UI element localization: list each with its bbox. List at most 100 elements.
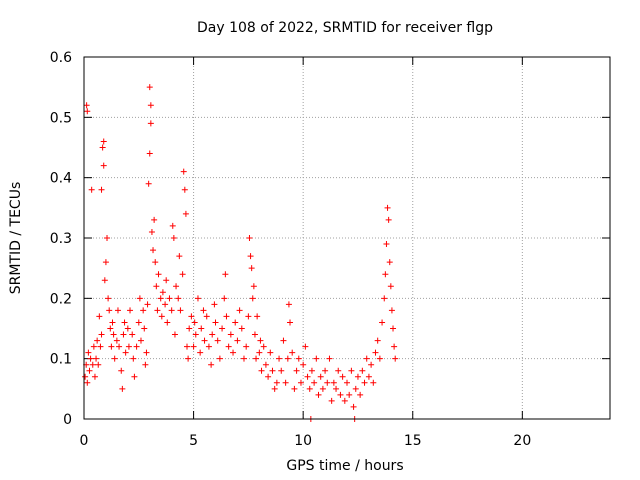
data-point xyxy=(350,403,357,410)
data-point xyxy=(171,331,178,338)
data-point xyxy=(328,397,335,404)
data-point xyxy=(203,313,210,320)
data-point xyxy=(184,343,191,350)
data-point xyxy=(322,367,329,374)
data-point xyxy=(173,283,180,290)
data-point xyxy=(110,331,117,338)
data-point xyxy=(141,325,148,332)
data-point xyxy=(219,325,226,332)
data-point xyxy=(146,150,153,157)
data-point xyxy=(114,307,121,314)
data-point xyxy=(291,385,298,392)
data-point xyxy=(352,385,359,392)
y-axis-label: SRMTID / TECUs xyxy=(8,182,24,295)
data-point xyxy=(142,361,149,368)
data-point xyxy=(88,186,95,193)
y-tick-label: 0.1 xyxy=(50,352,72,368)
data-point xyxy=(84,108,91,115)
data-point xyxy=(341,397,348,404)
data-point xyxy=(223,313,230,320)
data-point xyxy=(368,361,375,368)
data-point xyxy=(168,307,175,314)
data-point xyxy=(339,373,346,380)
data-point xyxy=(324,379,331,386)
data-point xyxy=(250,283,257,290)
x-axis-label: GPS time / hours xyxy=(286,458,403,474)
data-point xyxy=(337,391,344,398)
data-point xyxy=(91,373,98,380)
y-tick-label: 0 xyxy=(63,412,72,428)
data-point xyxy=(191,319,198,326)
data-point xyxy=(293,367,300,374)
data-point xyxy=(100,138,107,145)
data-point xyxy=(89,361,96,368)
data-point xyxy=(119,385,126,392)
data-point xyxy=(151,216,158,223)
data-points xyxy=(82,84,399,422)
data-point xyxy=(205,343,212,350)
data-point xyxy=(154,307,161,314)
data-point xyxy=(357,391,364,398)
data-point xyxy=(306,385,313,392)
data-point xyxy=(246,235,253,241)
data-point xyxy=(234,337,241,344)
data-point xyxy=(175,295,182,302)
data-point xyxy=(376,355,383,362)
data-point xyxy=(253,355,260,362)
data-point xyxy=(257,337,264,344)
data-point xyxy=(269,367,276,374)
data-point xyxy=(245,313,252,320)
data-point xyxy=(243,343,250,350)
data-point xyxy=(374,337,381,344)
data-point xyxy=(289,349,296,356)
data-point xyxy=(361,379,368,386)
data-point xyxy=(214,337,221,344)
data-point xyxy=(370,379,377,386)
data-point xyxy=(385,216,392,223)
data-point xyxy=(359,367,366,374)
data-point xyxy=(302,343,309,350)
data-point xyxy=(186,325,193,332)
x-tick-label: 10 xyxy=(294,433,312,449)
data-point xyxy=(297,379,304,386)
data-point xyxy=(386,259,393,266)
data-point xyxy=(121,319,128,326)
data-point xyxy=(278,367,285,374)
data-point xyxy=(164,319,171,326)
data-point xyxy=(113,337,120,344)
data-point xyxy=(300,361,307,368)
data-point xyxy=(152,259,159,266)
data-point xyxy=(381,295,388,302)
data-point xyxy=(282,379,289,386)
data-point xyxy=(94,337,101,344)
data-point xyxy=(135,319,142,326)
data-point xyxy=(166,295,173,302)
data-point xyxy=(131,373,138,380)
data-point xyxy=(155,271,162,278)
data-point xyxy=(84,379,91,386)
data-point xyxy=(390,325,397,332)
data-point xyxy=(179,271,186,278)
data-point xyxy=(382,271,389,278)
axis-ticks: 0 0.1 0.2 0.3 0.4 0.5 0.6 0 5 10 15 20 xyxy=(50,50,610,449)
data-point xyxy=(383,241,390,248)
data-point xyxy=(222,271,229,278)
data-point xyxy=(147,102,154,109)
data-point xyxy=(182,210,189,217)
data-point xyxy=(82,373,89,380)
data-point xyxy=(98,331,105,338)
data-point xyxy=(276,355,283,362)
data-point xyxy=(348,367,355,374)
x-tick-label: 0 xyxy=(80,433,89,449)
data-point xyxy=(124,325,131,332)
data-point xyxy=(265,373,272,380)
data-point xyxy=(85,349,92,356)
data-point xyxy=(107,325,114,332)
data-point xyxy=(144,301,151,308)
data-point xyxy=(333,385,340,392)
data-point xyxy=(185,355,192,362)
data-point xyxy=(130,355,137,362)
x-tick-label: 20 xyxy=(513,433,531,449)
data-point xyxy=(95,361,102,368)
